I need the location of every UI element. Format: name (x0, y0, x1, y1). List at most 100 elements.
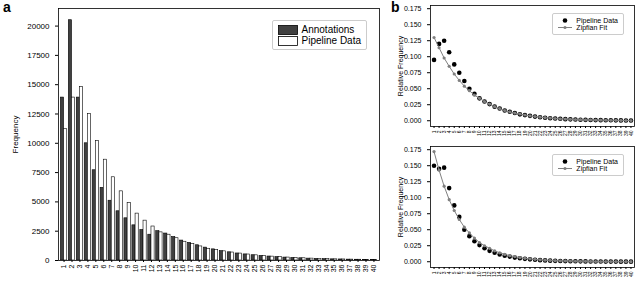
svg-text:25: 25 (251, 264, 258, 272)
svg-text:17500: 17500 (27, 51, 50, 60)
svg-text:16: 16 (506, 130, 513, 137)
svg-text:26: 26 (556, 130, 563, 137)
svg-text:14: 14 (496, 130, 503, 137)
svg-text:15: 15 (172, 264, 179, 272)
svg-text:10: 10 (132, 264, 139, 272)
html-text:b: b (391, 0, 400, 15)
svg-text:24: 24 (243, 264, 250, 272)
svg-text:18: 18 (195, 264, 202, 272)
svg-text:35: 35 (330, 264, 337, 272)
svg-text:29: 29 (283, 264, 290, 272)
svg-text:32: 32 (307, 264, 314, 272)
svg-text:7: 7 (108, 264, 115, 268)
svg-text:15000: 15000 (27, 80, 50, 89)
svg-text:30: 30 (577, 130, 584, 137)
svg-text:20: 20 (211, 264, 218, 272)
svg-text:35: 35 (602, 130, 609, 137)
html-text:Pipeline Data: Pipeline Data (301, 35, 361, 46)
svg-text:12: 12 (148, 264, 155, 272)
svg-text:Relative Frequency: Relative Frequency (397, 35, 405, 96)
svg-text:0.125: 0.125 (404, 178, 422, 185)
svg-text:14: 14 (164, 264, 171, 272)
svg-text:10: 10 (476, 130, 483, 137)
svg-text:38: 38 (354, 264, 361, 272)
svg-text:3: 3 (76, 264, 83, 268)
svg-text:16: 16 (179, 264, 186, 272)
svg-text:12500: 12500 (27, 110, 50, 119)
svg-text:Frequency: Frequency (11, 116, 20, 154)
svg-text:Relative Frequency: Relative Frequency (397, 176, 405, 237)
svg-text:30: 30 (291, 264, 298, 272)
svg-text:13: 13 (491, 130, 498, 137)
svg-text:9: 9 (124, 264, 131, 268)
svg-text:2500: 2500 (32, 227, 50, 236)
svg-text:0.150: 0.150 (404, 162, 422, 169)
svg-text:40: 40 (628, 271, 634, 277)
svg-text:0.000: 0.000 (404, 117, 422, 124)
svg-text:36: 36 (338, 264, 345, 272)
svg-text:27: 27 (561, 130, 568, 137)
svg-text:23: 23 (235, 264, 242, 272)
svg-text:0.050: 0.050 (404, 226, 422, 233)
svg-text:28: 28 (275, 264, 282, 272)
svg-text:15: 15 (501, 130, 508, 137)
svg-text:26: 26 (259, 264, 266, 272)
svg-text:0.150: 0.150 (404, 21, 422, 28)
svg-text:0: 0 (45, 256, 50, 265)
svg-text:13: 13 (156, 264, 163, 272)
svg-text:0.000: 0.000 (404, 258, 422, 265)
svg-text:0.025: 0.025 (404, 242, 422, 249)
svg-text:0.125: 0.125 (404, 37, 422, 44)
svg-text:37: 37 (346, 264, 353, 272)
svg-text:22: 22 (227, 264, 234, 272)
svg-text:33: 33 (315, 264, 322, 272)
svg-text:34: 34 (597, 130, 604, 137)
svg-text:20000: 20000 (27, 22, 50, 31)
svg-text:17: 17 (187, 264, 194, 272)
svg-text:31: 31 (299, 264, 306, 272)
svg-text:27: 27 (267, 264, 274, 272)
svg-text:22: 22 (536, 130, 543, 137)
svg-text:1: 1 (60, 264, 67, 268)
svg-text:33: 33 (592, 130, 599, 137)
svg-text:0.175: 0.175 (404, 5, 422, 12)
svg-text:39: 39 (362, 264, 369, 272)
svg-text:5000: 5000 (32, 197, 50, 206)
svg-text:0.050: 0.050 (404, 85, 422, 92)
svg-text:6: 6 (100, 264, 107, 268)
svg-text:0.025: 0.025 (404, 101, 422, 108)
svg-text:20: 20 (526, 130, 533, 137)
svg-text:12: 12 (486, 130, 493, 137)
svg-text:40: 40 (370, 264, 377, 272)
svg-text:5: 5 (92, 264, 99, 268)
svg-text:34: 34 (323, 264, 330, 272)
svg-text:19: 19 (203, 264, 210, 272)
svg-text:24: 24 (546, 130, 553, 137)
svg-text:23: 23 (541, 130, 548, 137)
svg-text:0.175: 0.175 (404, 146, 422, 153)
svg-text:25: 25 (551, 130, 558, 137)
svg-text:8: 8 (116, 264, 123, 268)
svg-text:31: 31 (582, 130, 589, 137)
svg-text:36: 36 (607, 130, 614, 137)
svg-text:0.100: 0.100 (404, 194, 422, 201)
svg-text:38: 38 (617, 130, 624, 137)
svg-text:0.075: 0.075 (404, 210, 422, 217)
html-text:a: a (3, 0, 11, 15)
svg-text:0.100: 0.100 (404, 53, 422, 60)
svg-text:0.075: 0.075 (404, 69, 422, 76)
svg-text:17: 17 (511, 130, 518, 137)
svg-text:37: 37 (612, 130, 619, 137)
svg-text:4: 4 (84, 264, 91, 268)
svg-text:40: 40 (628, 130, 634, 136)
svg-text:7500: 7500 (32, 168, 50, 177)
svg-text:2: 2 (68, 264, 75, 268)
svg-text:10000: 10000 (27, 139, 50, 148)
svg-text:21: 21 (219, 264, 226, 272)
svg-text:21: 21 (531, 130, 538, 137)
svg-text:18: 18 (516, 130, 523, 137)
svg-text:32: 32 (587, 130, 594, 137)
svg-text:19: 19 (521, 130, 528, 137)
html-text:Annotations: Annotations (301, 24, 355, 35)
svg-text:11: 11 (140, 264, 147, 271)
